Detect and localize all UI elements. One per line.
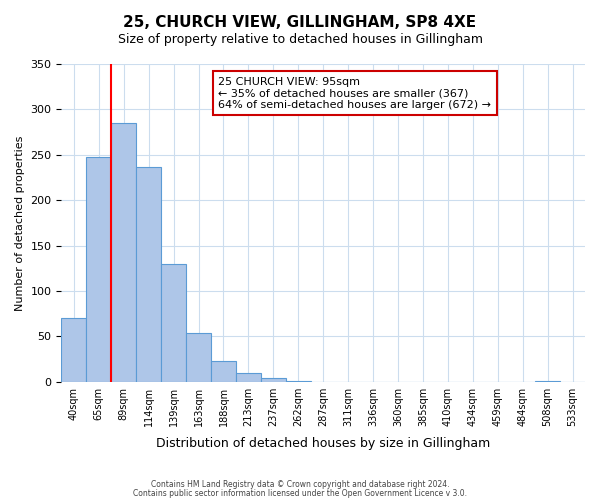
Bar xyxy=(236,372,261,382)
Bar xyxy=(86,158,111,382)
Text: Contains public sector information licensed under the Open Government Licence v : Contains public sector information licen… xyxy=(133,489,467,498)
Bar xyxy=(211,361,236,382)
Text: 25, CHURCH VIEW, GILLINGHAM, SP8 4XE: 25, CHURCH VIEW, GILLINGHAM, SP8 4XE xyxy=(124,15,476,30)
Text: 25 CHURCH VIEW: 95sqm
← 35% of detached houses are smaller (367)
64% of semi-det: 25 CHURCH VIEW: 95sqm ← 35% of detached … xyxy=(218,76,491,110)
Text: Contains HM Land Registry data © Crown copyright and database right 2024.: Contains HM Land Registry data © Crown c… xyxy=(151,480,449,489)
Bar xyxy=(61,318,86,382)
Text: Size of property relative to detached houses in Gillingham: Size of property relative to detached ho… xyxy=(118,32,482,46)
Bar xyxy=(286,380,311,382)
X-axis label: Distribution of detached houses by size in Gillingham: Distribution of detached houses by size … xyxy=(156,437,490,450)
Y-axis label: Number of detached properties: Number of detached properties xyxy=(15,135,25,310)
Bar xyxy=(136,168,161,382)
Bar xyxy=(111,123,136,382)
Bar xyxy=(535,380,560,382)
Bar xyxy=(186,332,211,382)
Bar xyxy=(161,264,186,382)
Bar xyxy=(261,378,286,382)
